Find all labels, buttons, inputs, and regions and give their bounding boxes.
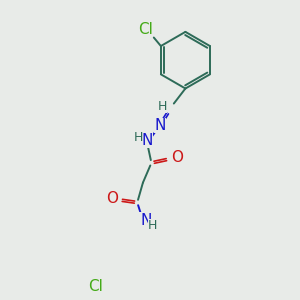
Text: N: N: [154, 118, 166, 133]
Text: H: H: [158, 100, 167, 113]
Text: O: O: [171, 150, 183, 165]
Text: Cl: Cl: [138, 22, 153, 37]
Text: N: N: [142, 134, 153, 148]
Text: O: O: [106, 191, 118, 206]
Text: N: N: [140, 213, 152, 228]
Text: Cl: Cl: [88, 279, 103, 294]
Text: H: H: [134, 131, 143, 144]
Text: H: H: [148, 219, 158, 232]
